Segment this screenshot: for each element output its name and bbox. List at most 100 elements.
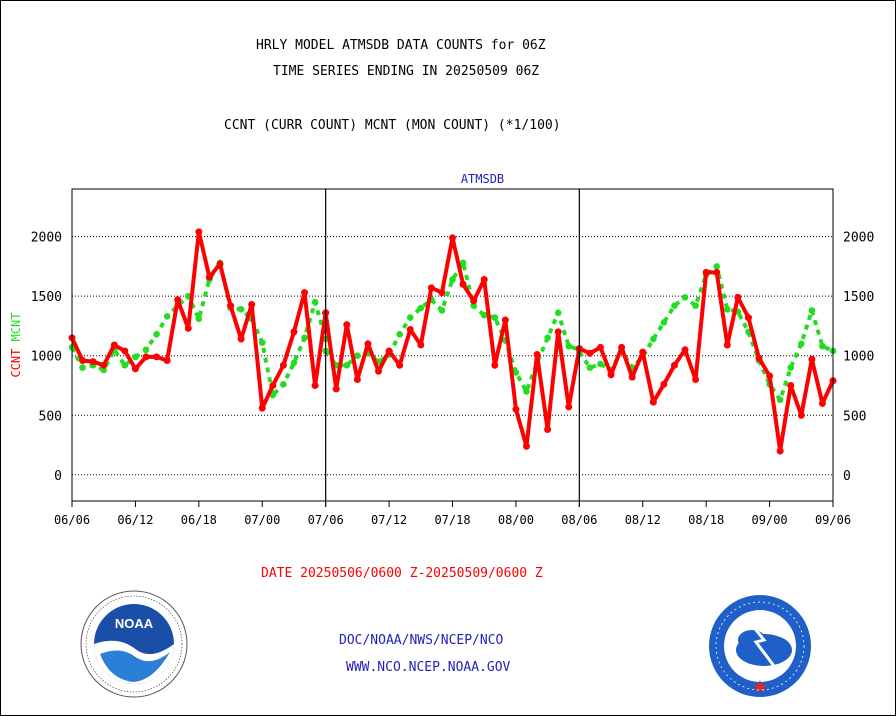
mcnt-point — [797, 340, 805, 348]
ccnt-point — [79, 356, 87, 364]
ccnt-point — [279, 361, 287, 369]
mcnt-point — [311, 298, 319, 306]
y-tick-label-left: 1500 — [31, 290, 62, 305]
ccnt-point — [808, 355, 816, 363]
ccnt-point — [565, 403, 573, 411]
mcnt-point — [163, 313, 171, 320]
ccnt-point — [480, 276, 488, 284]
mcnt-point — [438, 307, 446, 314]
y-tick-label-right: 500 — [843, 409, 866, 424]
ccnt-point — [639, 348, 647, 356]
ccnt-point — [713, 268, 721, 276]
x-tick-label: 09/00 — [752, 513, 788, 527]
x-tick-label: 09/06 — [815, 513, 851, 527]
ccnt-point — [702, 268, 710, 276]
mcnt-point — [671, 302, 678, 310]
ccnt-point — [660, 380, 668, 388]
ccnt-point — [501, 316, 509, 324]
ccnt-point — [491, 361, 499, 369]
y-tick-label-left: 1000 — [31, 350, 62, 365]
x-tick-label: 06/06 — [54, 513, 90, 527]
ccnt-point — [744, 314, 752, 322]
mcnt-point — [153, 330, 160, 338]
mcnt-point — [565, 342, 573, 350]
ccnt-point — [131, 365, 139, 373]
ccnt-point — [353, 376, 361, 384]
ccnt-point — [586, 349, 594, 357]
chart-title-line1: HRLY MODEL ATMSDB DATA COUNTS for 06Z — [256, 38, 546, 53]
mcnt-point — [132, 353, 139, 361]
ccnt-point — [184, 324, 192, 332]
ccnt-point — [554, 328, 562, 336]
ccnt-point — [459, 280, 467, 288]
y-axis-label: CCNT MCNT — [9, 312, 23, 377]
mcnt-point — [396, 330, 403, 338]
y-tick-label-right: 2000 — [843, 231, 874, 246]
y-axis-label-ccnt: CCNT — [9, 341, 23, 377]
mcnt-point — [459, 259, 467, 267]
ccnt-point — [396, 361, 404, 369]
mcnt-point — [100, 366, 108, 374]
ccnt-point — [110, 341, 118, 349]
ccnt-point — [797, 411, 805, 419]
ccnt-point — [269, 381, 277, 389]
series-lines — [68, 228, 837, 455]
mcnt-point — [237, 305, 245, 313]
mcnt-point — [406, 314, 414, 321]
ccnt-point — [100, 361, 108, 369]
noaa-logo: NOAA — [80, 590, 188, 698]
chart-title: ATMSDB — [461, 172, 504, 186]
ccnt-point — [290, 328, 298, 336]
mcnt-point — [787, 364, 795, 371]
mcnt-point — [554, 309, 562, 317]
mcnt-point — [470, 302, 477, 310]
ccnt-point — [163, 356, 171, 364]
ccnt-point — [216, 260, 224, 268]
ccnt-point — [596, 343, 604, 351]
ccnt-point — [766, 372, 774, 380]
mcnt-point — [713, 263, 721, 270]
ccnt-point — [332, 385, 340, 393]
ccnt-point — [205, 273, 213, 281]
ccnt-point — [755, 354, 763, 362]
ccnt-point — [818, 399, 826, 407]
ccnt-point — [417, 341, 425, 349]
mcnt-point — [819, 342, 826, 350]
mcnt-point — [523, 388, 530, 395]
mcnt-point — [258, 339, 266, 346]
ccnt-point — [776, 447, 784, 455]
ccnt-point — [121, 347, 129, 355]
mcnt-point — [142, 346, 150, 354]
ccnt-point — [470, 297, 478, 305]
x-tick-label: 07/12 — [371, 513, 407, 527]
x-tick-label: 08/12 — [625, 513, 661, 527]
y-tick-label-left: 0 — [54, 469, 62, 484]
svg-text:NOAA: NOAA — [115, 616, 154, 631]
mcnt-point — [808, 307, 816, 314]
org-link[interactable]: DOC/NOAA/NWS/NCEP/NCO — [339, 633, 504, 648]
mcnt-point — [586, 364, 594, 371]
mcnt-series-line-panel-1 — [70, 260, 328, 398]
ccnt-point — [258, 404, 266, 412]
ccnt-point — [618, 343, 626, 351]
mcnt-point — [79, 364, 86, 371]
x-tick-label: 07/06 — [308, 513, 344, 527]
ccnt-point — [406, 326, 414, 334]
mcnt-point — [681, 294, 689, 301]
chart-subtitle: CCNT (CURR COUNT) MCNT (MON COUNT) (*1/1… — [224, 118, 561, 133]
x-tick-label: 06/12 — [117, 513, 153, 527]
mcnt-point — [354, 352, 361, 360]
website-link[interactable]: WWW.NCO.NCEP.NOAA.GOV — [346, 660, 511, 675]
x-tick-label: 07/00 — [244, 513, 280, 527]
x-tick-label: 08/06 — [561, 513, 597, 527]
mcnt-point — [290, 359, 298, 367]
ccnt-point — [301, 289, 309, 297]
axes — [71, 188, 834, 507]
y-tick-label-right: 1000 — [843, 350, 874, 365]
ccnt-point — [734, 293, 742, 301]
ccnt-point — [153, 353, 161, 361]
y-tick-label-right: 1500 — [843, 290, 874, 305]
mcnt-point — [512, 369, 520, 376]
mcnt-point — [449, 276, 456, 283]
